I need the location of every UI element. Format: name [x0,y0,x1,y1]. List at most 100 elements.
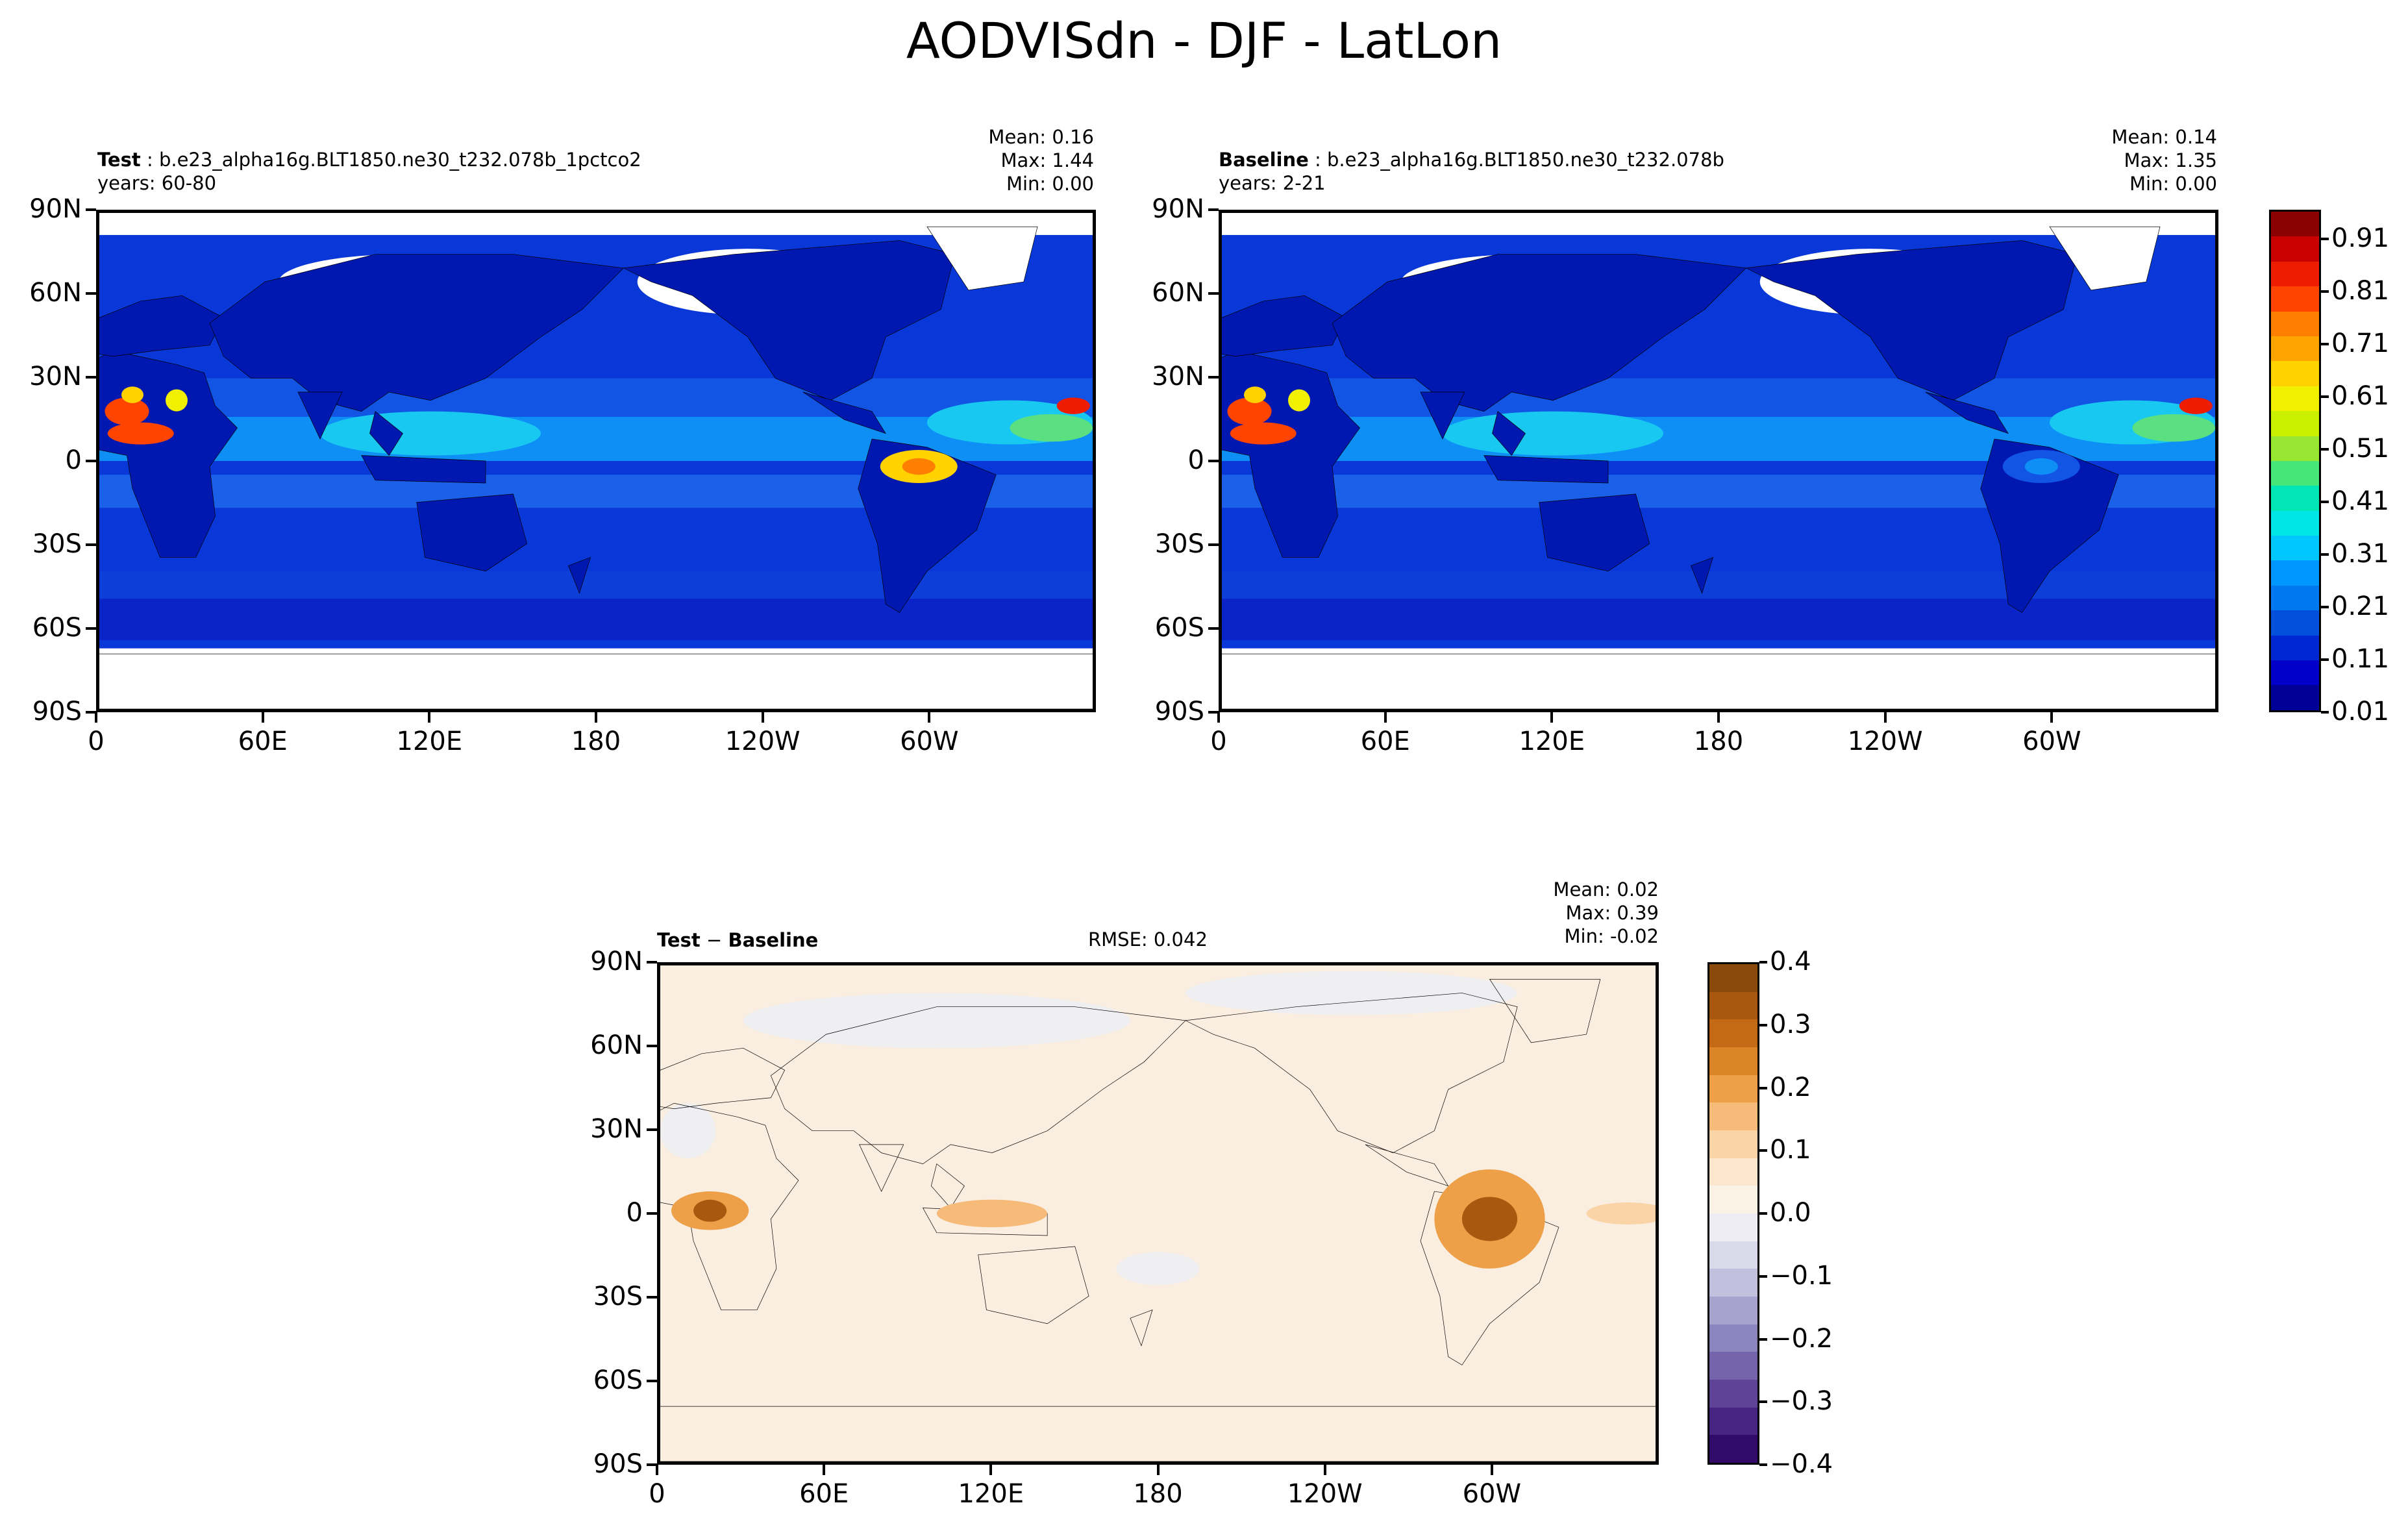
biomass-burning-hotspot [1230,422,1297,445]
diff-colorbar-segment [1709,1158,1757,1186]
coastline-australia [417,494,527,571]
difference-map [657,962,1659,1465]
diff-negative-region [1185,971,1518,1015]
aod-high-region [2132,414,2215,442]
diff-colorbar-tick [1759,1086,1767,1089]
baseline-lon-tick [1217,712,1220,723]
baseline-lat-label: 60S [1154,613,1204,643]
test-lon-label: 120E [396,727,463,756]
diff-positive-region [936,1199,1048,1228]
baseline-lat-label: 90S [1154,697,1204,727]
coastline-camerica [1926,392,2009,434]
diff-colorbar-segment [1709,1186,1757,1213]
diff-colorbar-tick [1759,1023,1767,1026]
test-stats: Mean: 0.16 Max: 1.44 Min: 0.00 [870,125,1094,195]
diff-colorbar-segment [1709,1296,1757,1324]
coastline-namerica [1185,993,1517,1152]
diff-colorbar-label: 0.0 [1770,1198,1811,1228]
baseline-lat-tick [1208,460,1219,462]
aod-colorbar-segment [2271,536,2319,561]
diff-lon-label: 120W [1287,1479,1363,1509]
amazon-aod-region [2024,458,2058,475]
coastline-india [298,392,342,439]
diff-positive-region [1586,1202,1656,1224]
coastline-nz [569,558,591,593]
aod-colorbar-segment [2271,460,2319,486]
baseline-map-svg [1222,213,2215,709]
diff-colorbar-label: 0.2 [1770,1072,1811,1102]
test-lon-label: 60W [900,727,959,756]
coastline-seasia [370,412,403,456]
test-lon-tick [928,712,931,723]
baseline-years: years: 2-21 [1219,172,1326,194]
aod-colorbar-segment [2271,510,2319,536]
diff-lat-tick [647,1380,657,1382]
aod-colorbar-label: 0.71 [2331,329,2390,358]
diff-colorbar-segment [1709,1435,1757,1463]
aod-colorbar-tick [2321,711,2329,714]
aod-colorbar-tick [2321,395,2329,398]
coastline-greenland [2050,227,2160,290]
baseline-lat-label: 60N [1152,278,1204,308]
diff-lat-label: 0 [626,1198,643,1228]
aod-hotspot [1288,389,1310,412]
diff-colorbar-label: −0.2 [1770,1323,1833,1354]
aod-colorbar-segment [2271,560,2319,586]
diff-lon-tick [1490,1465,1493,1475]
coastline-asia [1332,255,1746,412]
diff-positive-region [1461,1197,1518,1241]
biomass-burning-hotspot [107,422,174,445]
coastline-africa [660,1103,799,1310]
aod-colorbar-segment [2271,411,2319,436]
test-lat-label: 30S [32,529,82,559]
aod-colorbar-segment [2271,286,2319,312]
coastline-antarctica [99,654,1093,709]
baseline-lon-label: 60E [1360,727,1410,756]
baseline-lat-label: 0 [1187,445,1204,475]
diff-colorbar-segment [1709,1379,1757,1408]
diff-colorbar-segment [1709,1407,1757,1436]
diff-map-svg [660,965,1656,1461]
test-lon-tick [428,712,431,723]
diff-lon-label: 60E [799,1479,849,1509]
baseline-lon-label: 120E [1519,727,1585,756]
aod-colorbar-tick [2321,501,2329,503]
coastline-india [860,1145,904,1191]
test-lat-tick [86,460,96,462]
aod-colorbar-segment [2271,361,2319,386]
diff-colorbar-segment [1709,1241,1757,1269]
figure-title: AODVISdn - DJF - LatLon [906,12,1502,69]
test-map-svg [99,213,1093,709]
aod-high-region [1010,414,1093,442]
diff-lat-label: 30N [590,1114,643,1144]
baseline-stats: Mean: 0.14 Max: 1.35 Min: 0.00 [1993,125,2217,195]
aod-colorbar-label: 0.61 [2331,381,2390,411]
aod-colorbar-label: 0.11 [2331,644,2390,674]
coastline-greenland [927,227,1037,290]
coastline-antarctica [1222,654,2215,709]
test-lon-tick [261,712,264,723]
diff-rmse: RMSE: 0.042 [1088,928,1208,951]
baseline-lon-label: 120W [1847,727,1923,756]
aod-colorbar-tick [2321,658,2329,661]
diff-lat-label: 30S [593,1282,643,1311]
aod-colorbar-segment [2271,386,2319,412]
test-years: years: 60-80 [97,172,217,194]
coastline-indon [362,456,486,483]
aod-band [99,599,1093,640]
diff-lon-tick [989,1465,993,1475]
baseline-lon-label: 180 [1693,727,1744,756]
coastline-samerica [858,439,997,612]
diff-lat-tick [647,1212,657,1215]
test-label: Test [97,149,141,171]
test-lat-label: 60S [32,613,82,643]
test-lon-tick [761,712,764,723]
coastline-namerica [624,240,955,400]
baseline-lat-tick [1208,627,1219,630]
aod-colorbar-tick [2321,290,2329,293]
diff-colorbar-segment [1709,991,1757,1020]
aod-colorbar-segment [2271,685,2319,710]
test-min: Min: 0.00 [1006,173,1094,195]
aod-colorbar-tick [2321,553,2329,556]
diff-colorbar-segment [1709,1019,1757,1047]
